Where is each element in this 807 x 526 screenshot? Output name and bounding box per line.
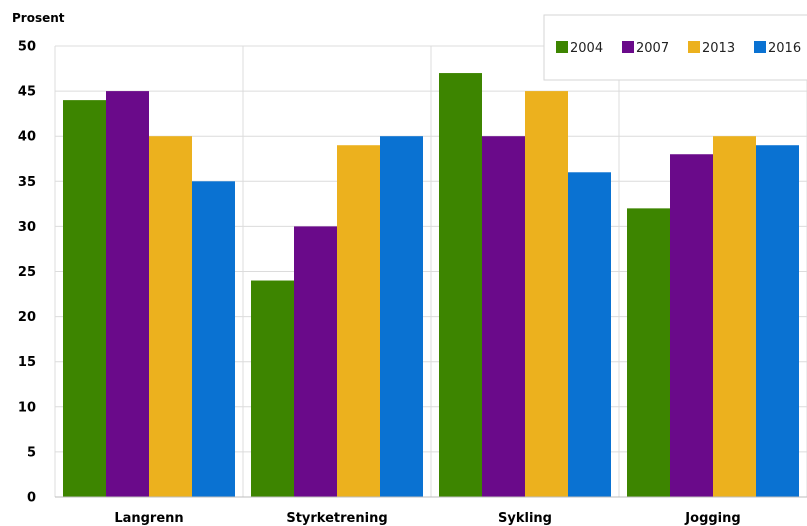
y-tick-label: 50 [18,40,36,55]
y-tick-label: 20 [18,310,36,325]
bar-2013-styrketrening [337,145,380,497]
bar-2007-langrenn [106,91,149,497]
bars [63,73,799,498]
legend: 2004 2007 2013 2016 [543,14,807,81]
bar-2013-langrenn [149,136,192,497]
x-axis: Langrenn Styrketrening Sykling Jogging [55,496,807,526]
legend-swatch [622,41,634,53]
legend-swatch [688,41,700,53]
y-tick-label: 45 [18,85,36,100]
x-category-label: Langrenn [114,511,183,526]
bar-2013-sykling [525,91,568,497]
bar-2007-sykling [482,136,525,497]
y-axis-label: Prosent [12,11,65,25]
legend-swatch [754,41,766,53]
y-tick-label: 5 [27,445,36,460]
y-tick-label: 25 [18,265,36,280]
y-tick-label: 0 [27,491,36,506]
bar-2016-jogging [756,145,799,497]
legend-label: 2007 [636,41,669,56]
legend-label: 2016 [768,41,801,56]
y-tick-label: 30 [18,220,36,235]
x-category-label: Styrketrening [286,511,387,526]
bar-2004-langrenn [63,100,106,498]
y-tick-label: 35 [18,175,36,190]
bar-2004-styrketrening [251,280,294,497]
legend-label: 2013 [702,41,735,56]
bar-2004-sykling [439,73,482,497]
bar-2016-sykling [568,172,611,497]
bar-2013-jogging [713,136,756,497]
bar-2016-langrenn [192,181,235,498]
bar-2007-jogging [670,154,713,498]
y-tick-label: 10 [18,400,36,415]
y-tick-label: 15 [18,355,36,370]
bar-2016-styrketrening [380,136,423,497]
legend-swatch [556,41,568,53]
y-axis: 0 5 10 15 20 25 30 35 40 45 50 [18,40,36,506]
bar-2004-jogging [627,208,670,498]
x-category-label: Sykling [498,511,552,526]
y-tick-label: 40 [18,130,36,145]
legend-label: 2004 [570,41,603,56]
bar-2007-styrketrening [294,226,337,497]
x-category-label: Jogging [684,511,740,526]
